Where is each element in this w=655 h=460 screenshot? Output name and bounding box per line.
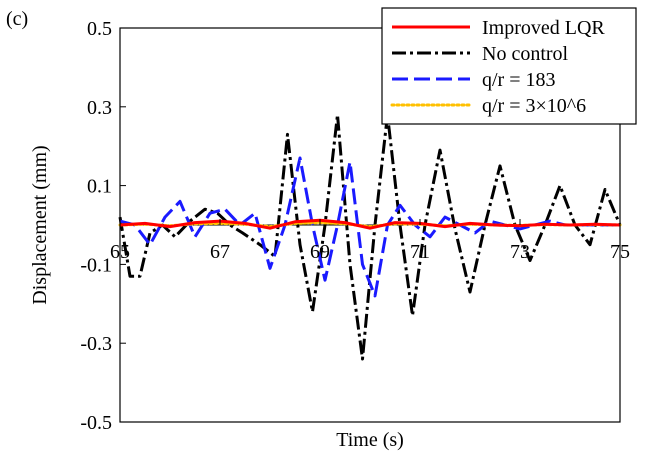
legend-label: q/r = 3×10^6 — [482, 95, 586, 117]
y-axis-title: Displacement (mm) — [29, 145, 51, 304]
panel-label: (c) — [6, 8, 29, 30]
legend: Improved LQR No control q/r = 183 q/r = 3×1… — [381, 7, 637, 125]
y-tick-label: 0.5 — [87, 18, 112, 40]
x-tick-label: 73 — [510, 241, 530, 263]
legend-label: No control — [482, 43, 569, 65]
legend-label: Improved LQR — [482, 17, 605, 39]
plot-area — [118, 113, 622, 361]
y-tick-label: -0.5 — [80, 412, 112, 434]
series-line-no-control — [118, 113, 622, 361]
y-tick-label: -0.3 — [80, 333, 112, 355]
x-tick-label: 65 — [110, 241, 130, 263]
x-tick-label: 69 — [310, 241, 330, 263]
y-tick-label: 0.1 — [87, 176, 112, 198]
legend-label: q/r = 183 — [482, 69, 556, 91]
y-tick-label: -0.1 — [80, 254, 112, 276]
x-axis-title: Time (s) — [336, 429, 404, 451]
series-line-improved-lqr — [119, 218, 621, 230]
x-tick-label: 67 — [210, 241, 230, 263]
x-tick-label: 71 — [410, 241, 430, 263]
y-tick-label: 0.3 — [87, 97, 112, 119]
x-tick-label: 75 — [610, 241, 630, 263]
axes: 0.5 0.3 0.1 -0.1 -0.3 -0.5 65 67 69 71 73 75 Time (s… — [29, 18, 630, 451]
